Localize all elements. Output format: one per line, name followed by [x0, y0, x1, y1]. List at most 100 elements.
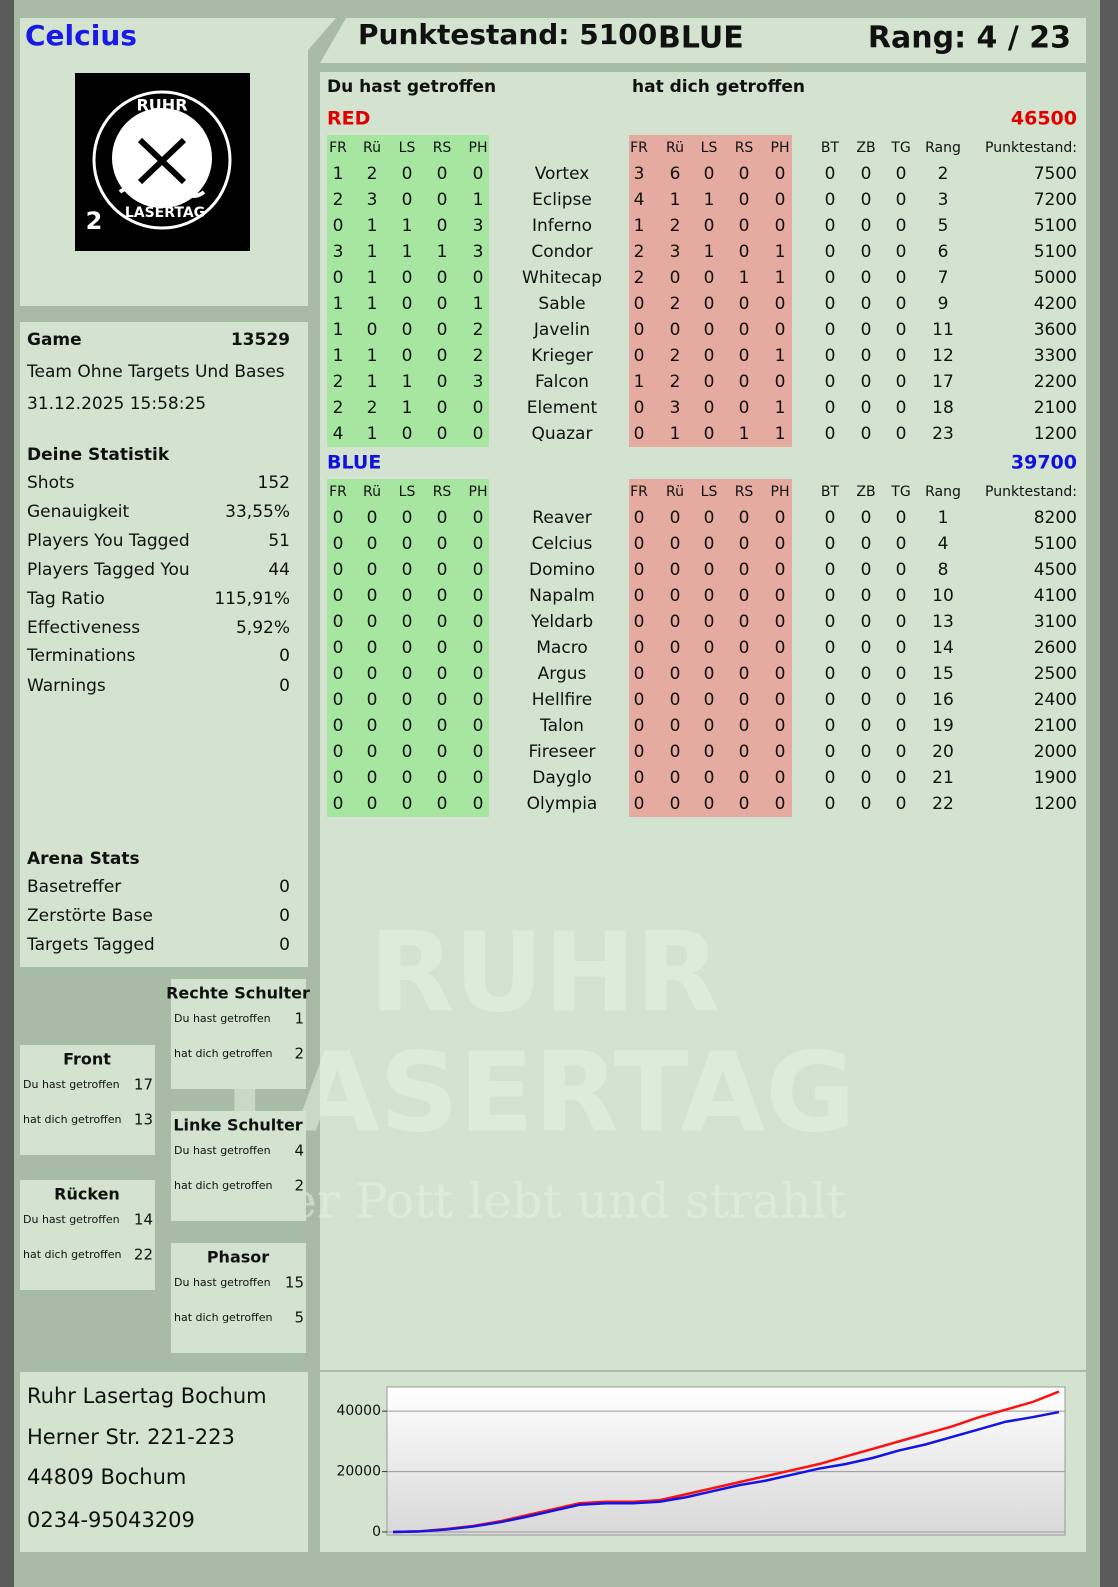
- cell: 6: [938, 242, 949, 262]
- player-cell: Fireseer: [528, 742, 595, 762]
- cell: 1: [367, 424, 378, 444]
- cell: 0: [402, 294, 413, 314]
- cell: 12: [932, 346, 954, 366]
- zone-label: hat dich getroffen: [23, 1113, 121, 1126]
- cell: 3600: [1034, 320, 1077, 340]
- cell: 0: [739, 664, 750, 684]
- column-header: Rü: [363, 140, 381, 156]
- cell: 22: [932, 794, 954, 814]
- cell: 0: [333, 664, 344, 684]
- cell: 3: [938, 190, 949, 210]
- hit-bg: [327, 135, 489, 447]
- cell: 0: [333, 508, 344, 528]
- column-header: LS: [701, 140, 718, 156]
- cell: 19: [932, 716, 954, 736]
- cell: 0: [367, 560, 378, 580]
- logo-wave: [118, 186, 206, 198]
- zone-label: Du hast getroffen: [174, 1144, 271, 1157]
- cell: 0: [704, 638, 715, 658]
- cell: 0: [634, 424, 645, 444]
- cell: 3: [367, 190, 378, 210]
- cell: 0: [825, 216, 836, 236]
- player-name: Celcius: [25, 19, 137, 52]
- cell: 0: [473, 664, 484, 684]
- cell: 17: [932, 372, 954, 392]
- cell: 14: [932, 638, 954, 658]
- cell: 0: [896, 346, 907, 366]
- column-header: BT: [821, 484, 840, 500]
- cell: 1: [473, 294, 484, 314]
- cell: 0: [634, 638, 645, 658]
- stat-label: Effectiveness: [27, 618, 140, 638]
- cell: 0: [634, 560, 645, 580]
- cell: 0: [861, 768, 872, 788]
- cell: 0: [861, 716, 872, 736]
- cell: 0: [739, 742, 750, 762]
- cell: 7: [938, 268, 949, 288]
- zone-box: [171, 1111, 306, 1221]
- cell: 0: [825, 508, 836, 528]
- cell: 1200: [1034, 424, 1077, 444]
- cell: 0: [825, 398, 836, 418]
- zone-label: Du hast getroffen: [174, 1276, 271, 1289]
- cell: 0: [704, 742, 715, 762]
- cell: 1: [367, 268, 378, 288]
- cell: 0: [473, 794, 484, 814]
- team-name: RED: [327, 108, 370, 130]
- cell: 0: [473, 424, 484, 444]
- cell: 0: [402, 638, 413, 658]
- cell: 0: [367, 508, 378, 528]
- cell: 0: [367, 690, 378, 710]
- logo-text: LASERTAG: [125, 205, 205, 221]
- cell: 0: [896, 216, 907, 236]
- cell: 2: [473, 320, 484, 340]
- zone-value: 22: [134, 1246, 153, 1264]
- stat-label: Basetreffer: [27, 877, 121, 897]
- cell: 0: [473, 638, 484, 658]
- cell: 1: [775, 346, 786, 366]
- cell: 0: [896, 638, 907, 658]
- cell: 0: [367, 586, 378, 606]
- cell: 0: [825, 768, 836, 788]
- stat-label: Players You Tagged: [27, 531, 190, 551]
- cell: 0: [739, 346, 750, 366]
- cell: 0: [739, 190, 750, 210]
- cell: 0: [473, 534, 484, 554]
- cell: 16: [932, 690, 954, 710]
- cell: 0: [896, 560, 907, 580]
- cell: 18: [932, 398, 954, 418]
- stat-value: 0: [279, 676, 290, 696]
- cell: 4500: [1034, 560, 1077, 580]
- cell: 0: [437, 508, 448, 528]
- cell: 0: [473, 164, 484, 184]
- watermark: Der Pott lebt und strahlt: [250, 1174, 846, 1230]
- section-title: Arena Stats: [27, 849, 140, 869]
- cell: 0: [670, 716, 681, 736]
- cell: 11: [932, 320, 954, 340]
- cell: 2: [333, 398, 344, 418]
- cell: 20: [932, 742, 954, 762]
- cell: 0: [437, 346, 448, 366]
- cell: 0: [704, 268, 715, 288]
- cell: 0: [861, 586, 872, 606]
- cell: 0: [402, 346, 413, 366]
- zone-label: Du hast getroffen: [174, 1012, 271, 1025]
- zone-value: 5: [294, 1309, 304, 1327]
- cell: 0: [473, 398, 484, 418]
- player-cell: Eclipse: [532, 190, 592, 210]
- cell: 0: [670, 638, 681, 658]
- cell: 0: [861, 372, 872, 392]
- y-tick-label: 0: [372, 1524, 381, 1540]
- zone-box: [20, 1180, 155, 1290]
- zone-value: 2: [294, 1045, 304, 1063]
- cell: 0: [670, 534, 681, 554]
- zone-value: 4: [294, 1142, 304, 1160]
- cell: 2: [670, 346, 681, 366]
- cell: 1: [739, 424, 750, 444]
- cell: 2600: [1034, 638, 1077, 658]
- cell: 0: [670, 664, 681, 684]
- cell: 4: [333, 424, 344, 444]
- label: Game: [27, 330, 82, 350]
- cell: 0: [333, 716, 344, 736]
